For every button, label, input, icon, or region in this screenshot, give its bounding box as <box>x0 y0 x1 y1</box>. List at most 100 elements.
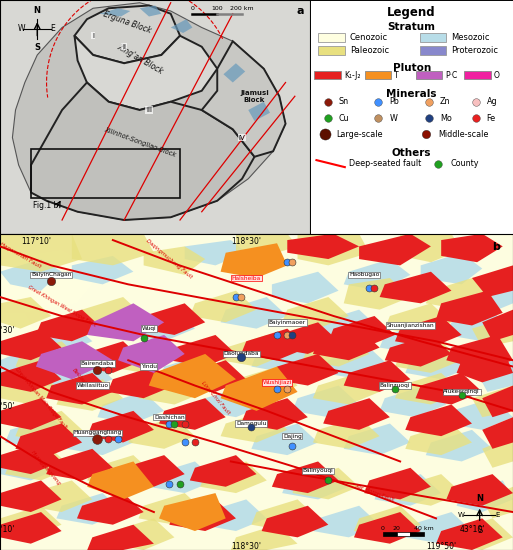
Polygon shape <box>128 310 195 341</box>
Text: 117°10': 117°10' <box>21 237 51 246</box>
Text: Legend: Legend <box>387 6 436 19</box>
Polygon shape <box>0 297 51 328</box>
Polygon shape <box>190 455 256 487</box>
Polygon shape <box>241 328 308 360</box>
Polygon shape <box>395 373 462 405</box>
Polygon shape <box>482 310 513 341</box>
Text: Ag: Ag <box>487 97 497 106</box>
Text: Huanggangliang: Huanggangliang <box>73 431 122 436</box>
Text: S: S <box>34 43 40 52</box>
Polygon shape <box>0 250 103 313</box>
Text: Deep-seated fault: Deep-seated fault <box>349 159 421 168</box>
Polygon shape <box>323 348 390 380</box>
Text: Pluton: Pluton <box>392 63 431 73</box>
Text: O: O <box>494 70 500 80</box>
Polygon shape <box>221 297 287 328</box>
Polygon shape <box>0 442 62 474</box>
Polygon shape <box>323 398 390 430</box>
Bar <box>365 70 391 80</box>
Polygon shape <box>472 316 513 348</box>
Polygon shape <box>457 348 513 382</box>
Polygon shape <box>97 392 164 424</box>
Polygon shape <box>46 373 113 405</box>
Bar <box>464 70 491 80</box>
Polygon shape <box>200 386 267 417</box>
Polygon shape <box>0 234 82 272</box>
Polygon shape <box>0 360 62 392</box>
Polygon shape <box>374 474 441 506</box>
Polygon shape <box>272 322 339 354</box>
Text: Xar Moron Fault: Xar Moron Fault <box>354 483 395 503</box>
Polygon shape <box>487 278 513 310</box>
Polygon shape <box>128 417 195 449</box>
Polygon shape <box>251 499 318 531</box>
Text: 118°30': 118°30' <box>231 542 261 550</box>
Text: Bairendaba: Bairendaba <box>81 361 114 366</box>
Polygon shape <box>272 354 339 386</box>
Bar <box>319 46 345 55</box>
Text: Cu: Cu <box>339 113 349 123</box>
Text: Dajing: Dajing <box>283 433 302 439</box>
Polygon shape <box>472 386 513 417</box>
Polygon shape <box>139 304 205 335</box>
Polygon shape <box>200 461 267 493</box>
Polygon shape <box>416 373 482 405</box>
Polygon shape <box>87 455 154 487</box>
Polygon shape <box>236 234 298 259</box>
Text: 40 km: 40 km <box>415 526 434 531</box>
Polygon shape <box>0 506 62 537</box>
Text: 100: 100 <box>211 6 223 10</box>
Polygon shape <box>149 354 236 398</box>
Bar <box>383 532 397 536</box>
Text: Daolundaba: Daolundaba <box>223 351 259 356</box>
Text: Paleozoic: Paleozoic <box>350 46 389 54</box>
Polygon shape <box>221 243 287 278</box>
Bar <box>31 148 180 198</box>
Polygon shape <box>0 373 62 405</box>
Text: 119°50': 119°50' <box>426 542 456 550</box>
Polygon shape <box>395 316 462 348</box>
Polygon shape <box>36 310 103 341</box>
Text: Damogulu: Damogulu <box>236 421 267 426</box>
Polygon shape <box>139 493 205 525</box>
Text: Others: Others <box>392 148 431 158</box>
Polygon shape <box>272 272 339 304</box>
Polygon shape <box>87 461 154 499</box>
Text: W: W <box>389 113 397 123</box>
Text: 43°10': 43°10' <box>459 525 485 534</box>
Text: 0: 0 <box>381 526 385 531</box>
Polygon shape <box>344 424 410 455</box>
Text: W: W <box>18 24 26 34</box>
Polygon shape <box>359 234 431 266</box>
Polygon shape <box>482 487 513 518</box>
Polygon shape <box>159 398 226 430</box>
Polygon shape <box>5 449 72 481</box>
Text: E: E <box>50 24 55 34</box>
Text: K₁-J₂: K₁-J₂ <box>344 70 360 80</box>
Polygon shape <box>118 335 185 373</box>
Text: a: a <box>297 6 304 15</box>
Polygon shape <box>313 506 380 537</box>
Polygon shape <box>328 316 395 348</box>
Bar <box>314 70 341 80</box>
Text: Wuqi: Wuqi <box>142 326 156 331</box>
Text: Dashichan: Dashichan <box>154 415 185 420</box>
Polygon shape <box>0 313 41 360</box>
Polygon shape <box>5 417 72 449</box>
Text: 118°30': 118°30' <box>231 237 261 246</box>
Polygon shape <box>446 474 513 506</box>
Polygon shape <box>241 398 308 430</box>
Polygon shape <box>380 272 451 304</box>
Polygon shape <box>46 360 113 392</box>
Polygon shape <box>405 424 472 455</box>
Text: County: County <box>450 159 479 168</box>
Text: Zn: Zn <box>440 97 450 106</box>
Polygon shape <box>26 481 92 512</box>
Polygon shape <box>262 506 328 537</box>
Polygon shape <box>108 367 174 398</box>
Text: Pb: Pb <box>389 97 399 106</box>
Polygon shape <box>0 348 51 380</box>
Text: Cenozoic: Cenozoic <box>350 32 388 42</box>
Polygon shape <box>200 499 267 531</box>
Polygon shape <box>108 341 174 373</box>
